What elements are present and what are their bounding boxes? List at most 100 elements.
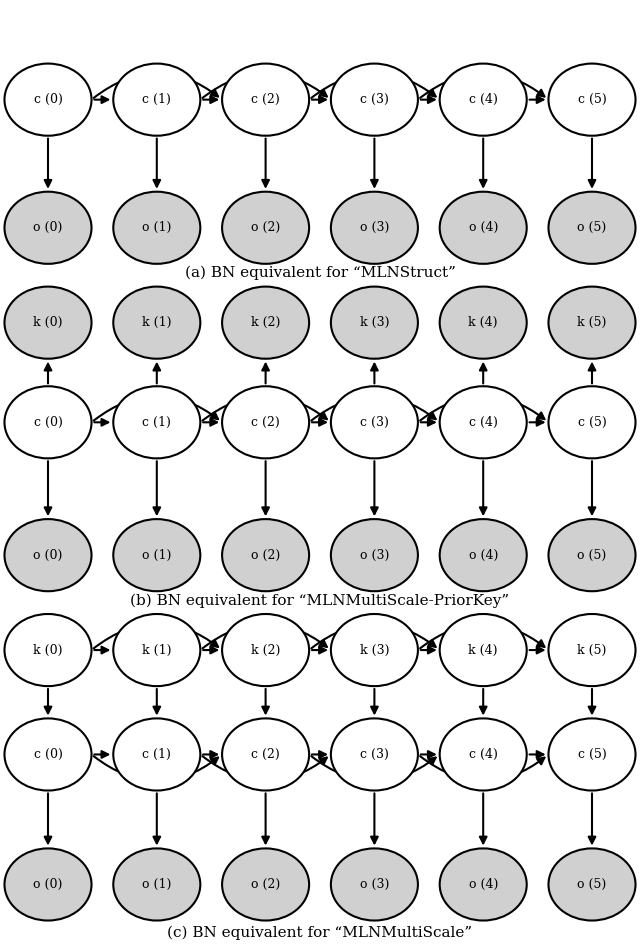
- FancyArrowPatch shape: [262, 139, 269, 187]
- Ellipse shape: [222, 192, 309, 264]
- Text: c (4): c (4): [468, 416, 498, 429]
- FancyArrowPatch shape: [154, 139, 160, 187]
- FancyArrowPatch shape: [529, 646, 543, 654]
- FancyArrowPatch shape: [420, 419, 435, 426]
- Ellipse shape: [548, 64, 636, 136]
- FancyArrowPatch shape: [202, 73, 327, 98]
- Text: c (0): c (0): [33, 416, 63, 429]
- Ellipse shape: [440, 614, 527, 686]
- Ellipse shape: [222, 614, 309, 686]
- FancyArrowPatch shape: [420, 756, 545, 781]
- FancyArrowPatch shape: [371, 689, 378, 714]
- FancyArrowPatch shape: [480, 689, 486, 714]
- Text: c (1): c (1): [142, 93, 172, 106]
- FancyArrowPatch shape: [94, 419, 108, 426]
- FancyArrowPatch shape: [45, 793, 51, 844]
- Ellipse shape: [4, 848, 92, 921]
- FancyArrowPatch shape: [480, 139, 486, 187]
- FancyArrowPatch shape: [311, 756, 436, 781]
- FancyArrowPatch shape: [262, 689, 269, 714]
- Text: k (0): k (0): [33, 643, 63, 657]
- FancyArrowPatch shape: [420, 73, 545, 98]
- Text: o (4): o (4): [468, 221, 498, 234]
- Ellipse shape: [113, 287, 200, 359]
- Text: c (5): c (5): [578, 748, 606, 761]
- Ellipse shape: [113, 614, 200, 686]
- FancyArrowPatch shape: [480, 363, 486, 383]
- Text: k (0): k (0): [33, 316, 63, 329]
- Text: c (4): c (4): [468, 93, 498, 106]
- Ellipse shape: [331, 386, 418, 458]
- FancyArrowPatch shape: [93, 396, 218, 420]
- Ellipse shape: [113, 386, 200, 458]
- FancyArrowPatch shape: [262, 461, 269, 514]
- FancyArrowPatch shape: [311, 73, 436, 98]
- Text: c (3): c (3): [360, 93, 389, 106]
- Ellipse shape: [440, 848, 527, 921]
- FancyArrowPatch shape: [371, 363, 378, 383]
- Text: o (3): o (3): [360, 878, 389, 891]
- FancyArrowPatch shape: [420, 623, 545, 648]
- Ellipse shape: [113, 718, 200, 791]
- Ellipse shape: [548, 192, 636, 264]
- FancyArrowPatch shape: [589, 793, 595, 844]
- FancyArrowPatch shape: [529, 751, 543, 758]
- FancyArrowPatch shape: [45, 363, 51, 383]
- FancyArrowPatch shape: [311, 396, 436, 420]
- Ellipse shape: [548, 519, 636, 591]
- Ellipse shape: [331, 64, 418, 136]
- FancyArrowPatch shape: [371, 139, 378, 187]
- FancyArrowPatch shape: [312, 419, 326, 426]
- Text: o (0): o (0): [33, 549, 63, 562]
- FancyArrowPatch shape: [371, 793, 378, 844]
- FancyArrowPatch shape: [93, 756, 218, 781]
- Text: c (1): c (1): [142, 416, 172, 429]
- Ellipse shape: [4, 519, 92, 591]
- Text: o (2): o (2): [251, 221, 280, 234]
- FancyArrowPatch shape: [203, 646, 217, 654]
- Ellipse shape: [331, 192, 418, 264]
- Ellipse shape: [331, 848, 418, 921]
- Ellipse shape: [222, 848, 309, 921]
- FancyArrowPatch shape: [262, 793, 269, 844]
- Text: k (2): k (2): [251, 643, 280, 657]
- Ellipse shape: [4, 614, 92, 686]
- Text: c (2): c (2): [252, 748, 280, 761]
- FancyArrowPatch shape: [312, 751, 326, 758]
- Text: c (2): c (2): [252, 93, 280, 106]
- Ellipse shape: [548, 718, 636, 791]
- Ellipse shape: [113, 64, 200, 136]
- Text: o (3): o (3): [360, 221, 389, 234]
- Text: c (5): c (5): [578, 93, 606, 106]
- Ellipse shape: [548, 614, 636, 686]
- Ellipse shape: [222, 718, 309, 791]
- FancyArrowPatch shape: [311, 623, 436, 648]
- Text: k (5): k (5): [577, 643, 607, 657]
- FancyArrowPatch shape: [202, 623, 327, 648]
- Text: c (2): c (2): [252, 416, 280, 429]
- FancyArrowPatch shape: [202, 396, 327, 420]
- FancyArrowPatch shape: [154, 363, 160, 383]
- FancyArrowPatch shape: [589, 363, 595, 383]
- Ellipse shape: [548, 287, 636, 359]
- FancyArrowPatch shape: [420, 646, 435, 654]
- Ellipse shape: [548, 386, 636, 458]
- Text: o (5): o (5): [577, 549, 607, 562]
- Ellipse shape: [331, 718, 418, 791]
- Text: c (4): c (4): [468, 748, 498, 761]
- Text: c (3): c (3): [360, 748, 389, 761]
- Text: (c) BN equivalent for “MLNMultiScale”: (c) BN equivalent for “MLNMultiScale”: [168, 925, 472, 940]
- Text: (b) BN equivalent for “MLNMultiScale-PriorKey”: (b) BN equivalent for “MLNMultiScale-Pri…: [131, 593, 509, 607]
- FancyArrowPatch shape: [154, 793, 160, 844]
- Text: k (2): k (2): [251, 316, 280, 329]
- FancyArrowPatch shape: [480, 793, 486, 844]
- Text: k (1): k (1): [142, 643, 172, 657]
- Ellipse shape: [222, 519, 309, 591]
- FancyArrowPatch shape: [529, 419, 543, 426]
- FancyArrowPatch shape: [203, 419, 217, 426]
- FancyArrowPatch shape: [94, 751, 108, 758]
- Ellipse shape: [113, 519, 200, 591]
- Ellipse shape: [548, 848, 636, 921]
- FancyArrowPatch shape: [529, 96, 543, 103]
- Ellipse shape: [4, 718, 92, 791]
